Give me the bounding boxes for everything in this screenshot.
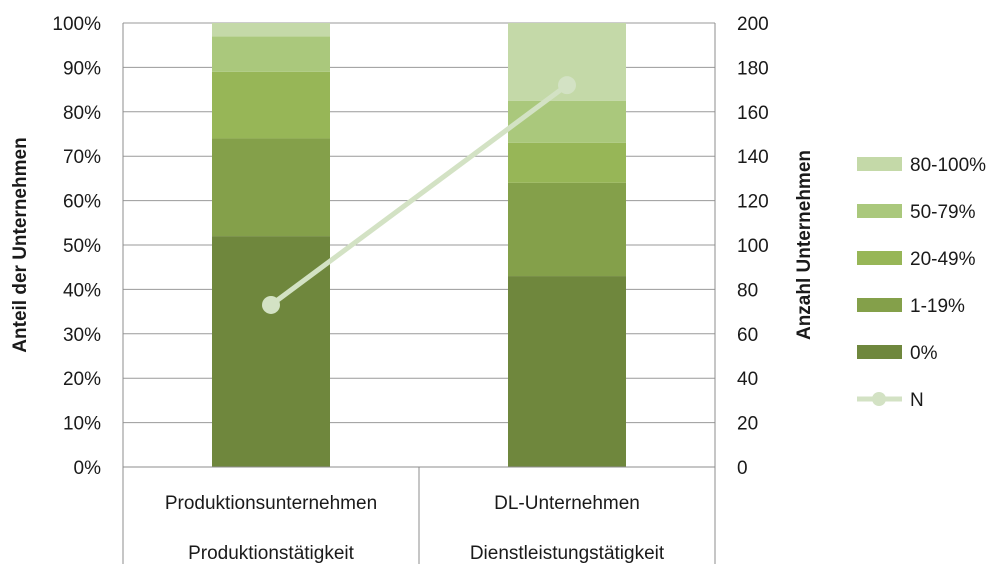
y-tick-label-left: 0%	[74, 458, 102, 479]
y-tick-label-right: 0	[737, 458, 748, 479]
n-line-series	[262, 76, 576, 314]
legend-swatch	[857, 251, 902, 265]
y-tick-label-right: 20	[737, 414, 758, 435]
y-axis-left-ticks: 0% 10% 20% 30% 40% 50% 60% 70% 80% 90% 100%	[52, 14, 101, 479]
bar-segment	[508, 100, 626, 143]
category-labels: Produktionsunternehmen Produktionstätigke…	[165, 493, 665, 564]
n-marker	[262, 295, 280, 314]
legend-label: 50-79%	[910, 202, 976, 223]
axes	[122, 23, 716, 564]
y-tick-label-left: 40%	[63, 280, 101, 301]
y-tick-label-left: 20%	[63, 369, 101, 390]
legend-label: 80-100%	[910, 155, 986, 176]
bar-segment	[212, 71, 330, 139]
legend-label: N	[910, 390, 924, 411]
bar-segment	[212, 236, 330, 467]
y-axis-right-ticks: 0 20 40 60 80 100 120 140 160 180 200	[737, 14, 769, 479]
y-tick-label-right: 60	[737, 325, 758, 346]
y-tick-label-right: 100	[737, 236, 769, 257]
bar-segment	[508, 182, 626, 277]
y-tick-label-right: 200	[737, 14, 769, 35]
legend-line-marker	[872, 392, 886, 406]
y-tick-label-right: 80	[737, 280, 758, 301]
legend: 80-100% 50-79% 20-49% 1-19% 0% N	[857, 155, 986, 411]
y-axis-right-title: Anzahl Unternehmen	[794, 150, 815, 340]
legend-swatch	[857, 204, 902, 218]
y-tick-label-right: 120	[737, 192, 769, 213]
y-tick-label-left: 80%	[63, 103, 101, 124]
y-tick-label-right: 160	[737, 103, 769, 124]
legend-swatch	[857, 345, 902, 359]
legend-label: 0%	[910, 343, 938, 364]
legend-swatch	[857, 298, 902, 312]
x-category-label: Produktionstätigkeit	[188, 543, 355, 564]
y-tick-label-left: 10%	[63, 414, 101, 435]
legend-swatch	[857, 157, 902, 171]
legend-label: 20-49%	[910, 249, 976, 270]
gridlines	[123, 22, 715, 424]
y-tick-label-left: 100%	[52, 14, 101, 35]
x-category-label: DL-Unternehmen	[494, 493, 640, 514]
y-tick-label-left: 30%	[63, 325, 101, 346]
x-category-label: Dienstleistungstätigkeit	[470, 543, 665, 564]
y-tick-label-left: 90%	[63, 58, 101, 79]
y-axis-left-title: Anteil der Unternehmen	[10, 137, 31, 352]
y-tick-label-right: 40	[737, 369, 758, 390]
y-tick-label-left: 70%	[63, 147, 101, 168]
y-tick-label-right: 180	[737, 58, 769, 79]
bar-segment	[212, 36, 330, 72]
y-tick-label-right: 140	[737, 147, 769, 168]
bars	[212, 23, 626, 467]
bar-segment	[508, 142, 626, 183]
y-tick-label-left: 60%	[63, 192, 101, 213]
y-tick-label-left: 50%	[63, 236, 101, 257]
bar-segment	[212, 138, 330, 237]
n-marker	[558, 76, 576, 95]
legend-label: 1-19%	[910, 296, 965, 317]
bar-segment	[212, 23, 330, 37]
bar-segment	[508, 276, 626, 467]
x-category-label: Produktionsunternehmen	[165, 493, 377, 514]
n-line	[269, 83, 569, 307]
